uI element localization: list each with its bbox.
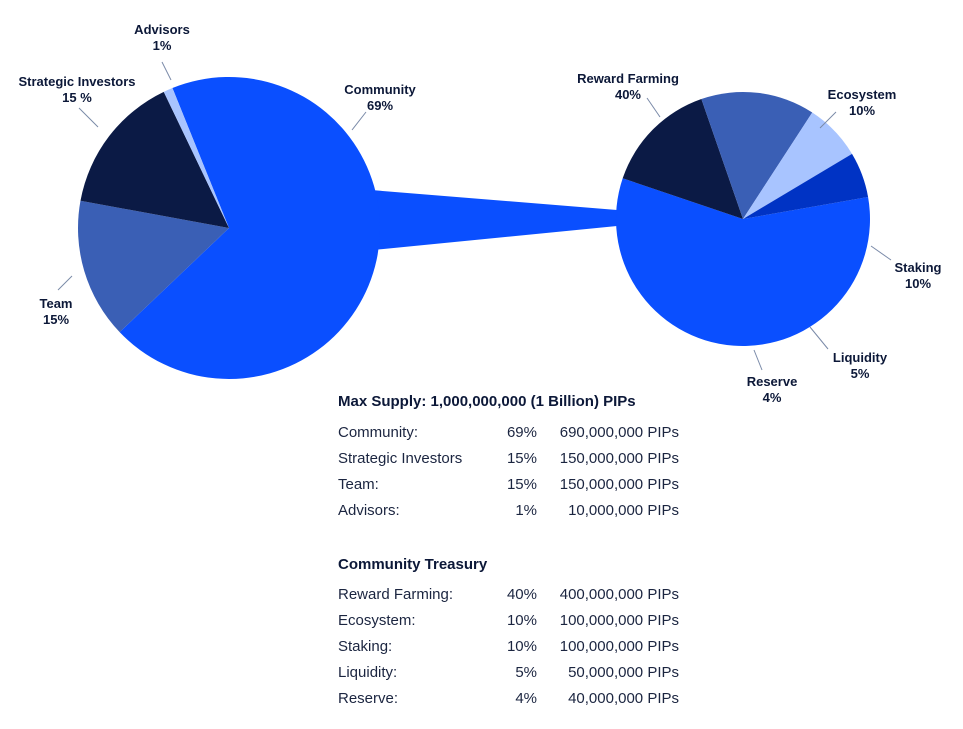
row-pct: 1% bbox=[515, 502, 537, 519]
label-reward-farming: Reward Farming 40% bbox=[577, 71, 679, 102]
leader-line-advisors bbox=[161, 61, 172, 81]
row-label: Community: bbox=[338, 424, 419, 441]
row-pct: 15% bbox=[506, 476, 537, 493]
row-amount: 10,000,000 PIPs bbox=[568, 502, 679, 519]
table-row: Team: 15% 150,000,000 PIPs bbox=[338, 476, 683, 498]
pie2-slice-staking bbox=[701, 91, 813, 219]
label-ecosystem: Ecosystem 10% bbox=[827, 87, 897, 118]
table-row: Strategic Investors 15% 150,000,000 PIPs bbox=[338, 450, 683, 472]
row-pct: 40% bbox=[506, 586, 537, 603]
label-liquidity: Liquidity 5% bbox=[832, 350, 888, 381]
row-label: Reward Farming: bbox=[338, 586, 454, 603]
row-pct: 5% bbox=[515, 664, 537, 681]
leader-line-reserve bbox=[753, 349, 763, 371]
pie1-slice-advisors bbox=[163, 88, 229, 228]
leader-line-staking bbox=[870, 245, 892, 261]
table-row: Liquidity: 5% 50,000,000 PIPs bbox=[338, 664, 683, 686]
row-pct: 10% bbox=[506, 638, 537, 655]
leader-line-reward bbox=[646, 97, 661, 118]
row-amount: 50,000,000 PIPs bbox=[568, 664, 679, 681]
row-label: Strategic Investors bbox=[338, 450, 463, 467]
row-amount: 400,000,000 PIPs bbox=[559, 586, 679, 603]
label-advisors: Advisors 1% bbox=[134, 22, 190, 53]
pie2-slice-reserve bbox=[743, 153, 869, 219]
label-team: Team 15% bbox=[39, 296, 73, 327]
row-amount: 690,000,000 PIPs bbox=[559, 424, 679, 441]
row-amount: 150,000,000 PIPs bbox=[559, 450, 679, 467]
row-pct: 4% bbox=[515, 690, 537, 707]
table-row: Staking: 10% 100,000,000 PIPs bbox=[338, 638, 683, 660]
leader-line-community bbox=[351, 111, 367, 131]
row-amount: 150,000,000 PIPs bbox=[559, 476, 679, 493]
table-row: Ecosystem: 10% 100,000,000 PIPs bbox=[338, 612, 683, 634]
row-pct: 69% bbox=[506, 424, 537, 441]
treasury-table-title: Community Treasury bbox=[338, 556, 488, 573]
table-row: Advisors: 1% 10,000,000 PIPs bbox=[338, 502, 683, 524]
row-amount: 100,000,000 PIPs bbox=[559, 638, 679, 655]
leader-line-ecosystem bbox=[819, 111, 837, 129]
row-amount: 100,000,000 PIPs bbox=[559, 612, 679, 629]
row-label: Liquidity: bbox=[338, 664, 398, 681]
label-reserve: Reserve 4% bbox=[746, 374, 798, 405]
label-community: Community 69% bbox=[344, 82, 416, 113]
row-label: Advisors: bbox=[338, 502, 400, 519]
pie1-slice-team bbox=[80, 91, 229, 228]
table-row: Reserve: 4% 40,000,000 PIPs bbox=[338, 690, 683, 712]
pie2-slice-liquidity bbox=[743, 112, 853, 219]
row-pct: 15% bbox=[506, 450, 537, 467]
leader-line-liquidity bbox=[809, 326, 829, 350]
row-amount: 40,000,000 PIPs bbox=[568, 690, 679, 707]
row-label: Staking: bbox=[338, 638, 393, 655]
row-label: Ecosystem: bbox=[338, 612, 416, 629]
leader-line-team bbox=[57, 275, 73, 291]
pie2-slice-reward-farming bbox=[615, 178, 870, 346]
row-label: Reserve: bbox=[338, 690, 399, 707]
pie1-slice-strategic-investors bbox=[77, 200, 229, 333]
pie1-slice-community bbox=[119, 77, 381, 380]
label-strategic-investors: Strategic Investors 15 % bbox=[18, 74, 136, 105]
row-label: Team: bbox=[338, 476, 379, 493]
pie2-slice-ecosystem bbox=[622, 99, 743, 219]
table-row: Reward Farming: 40% 400,000,000 PIPs bbox=[338, 586, 683, 608]
leader-line-strategic bbox=[78, 107, 99, 128]
table-row: Community: 69% 690,000,000 PIPs bbox=[338, 424, 683, 446]
label-staking: Staking 10% bbox=[894, 260, 942, 291]
row-pct: 10% bbox=[506, 612, 537, 629]
supply-table-title: Max Supply: 1,000,000,000 (1 Billion) PI… bbox=[338, 393, 636, 410]
pie-connector bbox=[371, 190, 617, 250]
